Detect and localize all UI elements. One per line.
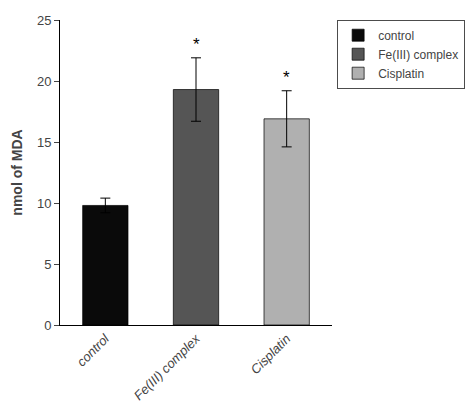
svg-text:15: 15 bbox=[37, 135, 51, 150]
svg-text:nmol of MDA: nmol of MDA bbox=[9, 129, 25, 215]
svg-text:Fe(III) complex: Fe(III) complex bbox=[131, 331, 203, 403]
svg-text:Cisplatin: Cisplatin bbox=[378, 67, 424, 81]
svg-text:25: 25 bbox=[37, 13, 51, 28]
svg-text:10: 10 bbox=[37, 196, 51, 211]
svg-text:*: * bbox=[193, 35, 200, 54]
svg-text:5: 5 bbox=[44, 257, 51, 272]
svg-text:*: * bbox=[283, 68, 290, 87]
svg-text:0: 0 bbox=[44, 318, 51, 333]
svg-text:Cisplatin: Cisplatin bbox=[248, 331, 294, 377]
svg-text:20: 20 bbox=[37, 74, 51, 89]
svg-text:control: control bbox=[74, 330, 113, 369]
svg-text:Fe(III) complex: Fe(III) complex bbox=[378, 48, 458, 62]
svg-text:control: control bbox=[378, 29, 414, 43]
